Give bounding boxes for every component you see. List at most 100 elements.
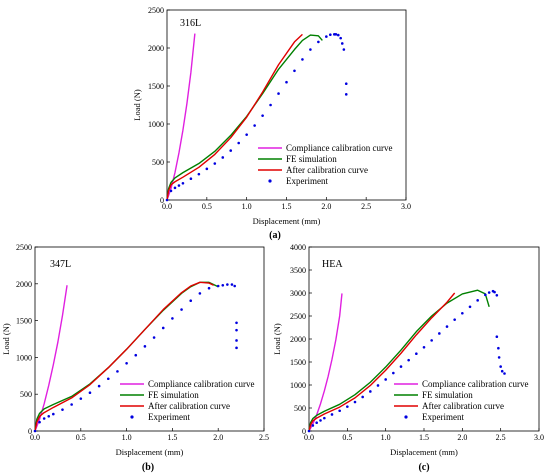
data-point: [88, 391, 92, 395]
data-point: [500, 369, 504, 373]
data-point: [189, 177, 193, 181]
legend-entry: Compliance calibration curve: [422, 379, 528, 389]
series-line-3: [308, 292, 456, 432]
series-line-1: [34, 285, 68, 432]
data-point: [342, 48, 346, 51]
y-tick-label: 2000: [16, 280, 32, 289]
x-tick-label: 0.0: [30, 433, 40, 442]
legend-entry: Experiment: [148, 412, 190, 422]
y-axis-label: Load (N): [1, 323, 11, 355]
data-point: [445, 325, 449, 328]
data-point: [323, 416, 326, 420]
data-point: [180, 308, 183, 311]
data-point: [165, 198, 169, 202]
data-point: [152, 336, 156, 339]
x-tick-label: 0.5: [202, 202, 212, 211]
y-tick-label: 0: [160, 196, 164, 205]
data-point: [235, 339, 238, 342]
data-point: [245, 133, 248, 136]
data-point: [235, 346, 238, 350]
data-point: [189, 299, 193, 303]
legend-swatch: [268, 179, 272, 183]
data-point: [226, 283, 229, 286]
x-axis-label: Displacement (mm): [390, 447, 458, 457]
data-point: [493, 290, 496, 294]
data-point: [309, 48, 312, 51]
data-point: [33, 429, 37, 433]
legend-swatch: [130, 415, 134, 419]
data-point: [205, 167, 209, 171]
plot-frame: [34, 246, 265, 432]
data-point: [173, 186, 177, 190]
legend-entry: After calibration curve: [422, 401, 504, 411]
data-point: [438, 332, 441, 335]
data-point: [495, 294, 499, 297]
series-line-3: [34, 281, 214, 432]
data-point: [235, 321, 238, 325]
y-tick-label: 0: [302, 427, 306, 436]
data-point: [213, 162, 217, 165]
material-label: HEA: [322, 259, 343, 270]
legend-entry: Experiment: [422, 412, 464, 422]
data-point: [197, 172, 201, 176]
x-tick-label: 0.0: [304, 433, 314, 442]
data-point: [495, 335, 499, 339]
series-line-2: [166, 34, 323, 201]
panel-caption: (b): [142, 462, 154, 473]
data-point: [277, 92, 280, 95]
data-point: [317, 40, 320, 44]
data-point: [207, 286, 211, 290]
data-point: [336, 33, 340, 37]
data-point: [38, 420, 41, 424]
x-tick-label: 1.5: [167, 433, 177, 442]
y-tick-label: 1500: [148, 82, 164, 91]
series-dots-4: [307, 289, 506, 433]
data-point: [319, 419, 322, 422]
series-line-1: [166, 33, 196, 201]
x-tick-label: 0.5: [342, 433, 352, 442]
series-dots-4: [33, 283, 238, 433]
data-point: [79, 397, 83, 400]
x-tick-label: 1.0: [122, 433, 132, 442]
y-tick-label: 2000: [290, 335, 306, 344]
legend-entry: Compliance calibration curve: [286, 143, 392, 153]
x-tick-label: 1.0: [381, 433, 391, 442]
data-point: [161, 326, 165, 330]
data-point: [376, 384, 380, 387]
legend-entry: FE simulation: [422, 390, 473, 400]
data-point: [329, 33, 332, 36]
data-point: [221, 283, 225, 287]
x-tick-label: 0.0: [162, 202, 172, 211]
data-point: [253, 124, 256, 127]
data-point: [407, 358, 410, 362]
data-point: [230, 283, 234, 286]
x-tick-label: 1.5: [282, 202, 292, 211]
data-point: [339, 36, 342, 40]
data-point: [453, 318, 456, 321]
data-point: [70, 403, 73, 406]
x-tick-label: 2.5: [496, 433, 506, 442]
data-point: [293, 69, 296, 73]
data-point: [301, 58, 304, 61]
y-axis-label: Load (N): [132, 89, 142, 121]
data-point: [315, 421, 318, 425]
y-tick-label: 2500: [148, 6, 164, 15]
series-line-2: [308, 289, 490, 432]
data-point: [497, 346, 500, 350]
legend-entry: After calibration curve: [286, 165, 368, 175]
data-point: [340, 42, 344, 45]
data-point: [143, 345, 147, 348]
data-point: [235, 328, 238, 332]
y-axis-label: Load (N): [272, 323, 282, 355]
data-point: [42, 417, 46, 420]
data-point: [229, 149, 233, 152]
data-point: [476, 299, 479, 302]
data-point: [338, 409, 341, 413]
data-point: [484, 293, 487, 297]
y-tick-label: 1000: [148, 120, 164, 129]
data-point: [399, 365, 403, 368]
data-point: [346, 405, 349, 408]
x-tick-label: 2.0: [321, 202, 331, 211]
